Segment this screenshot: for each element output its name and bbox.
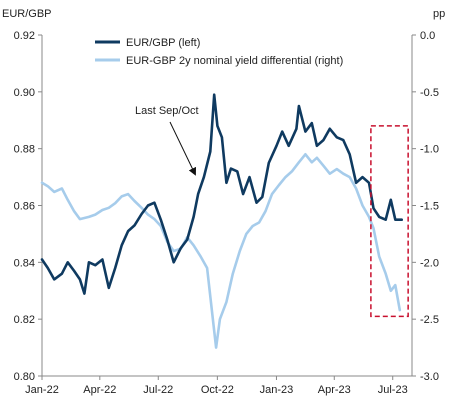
left-tick-label: 0.86 xyxy=(14,201,35,213)
annotation-label: Last Sep/Oct xyxy=(135,105,199,117)
x-tick-label: Jul-22 xyxy=(143,384,173,396)
right-tick-label: -0.5 xyxy=(420,87,439,99)
legend-label: EUR/GBP (left) xyxy=(126,37,200,49)
legend: EUR/GBP (left) EUR-GBP 2y nominal yield d… xyxy=(95,37,343,67)
x-tick-label: Oct-22 xyxy=(201,384,234,396)
left-tick-label: 0.84 xyxy=(14,257,35,269)
x-tick-label: Apr-22 xyxy=(83,384,116,396)
series-layer xyxy=(40,93,403,349)
x-tick-label: Jul-23 xyxy=(378,384,408,396)
annotation-arrow xyxy=(169,121,197,176)
right-tick-label: -1.5 xyxy=(420,201,439,213)
left-tick-label: 0.82 xyxy=(14,314,35,326)
left-tick-label: 0.90 xyxy=(14,87,35,99)
axes: 0.80 0.82 0.84 0.86 0.88 0.90 0.92 -3.0 -2.5 -2.0… xyxy=(2,8,445,396)
right-tick-label: -2.5 xyxy=(420,314,439,326)
right-axis-title: pp xyxy=(433,8,445,20)
legend-label: EUR-GBP 2y nominal yield differential (r… xyxy=(126,55,343,67)
right-tick-label: -2.0 xyxy=(420,257,439,269)
x-tick-label: Jan-23 xyxy=(260,384,294,396)
right-tick-label: -1.0 xyxy=(420,144,439,156)
left-tick-label: 0.80 xyxy=(14,371,35,383)
highlight-box xyxy=(370,125,409,318)
x-tick-label: Apr-23 xyxy=(318,384,351,396)
series-line-yield-differential xyxy=(40,153,402,349)
left-tick-label: 0.92 xyxy=(14,30,35,42)
left-tick-label: 0.88 xyxy=(14,144,35,156)
right-tick-label: -3.0 xyxy=(420,371,439,383)
left-axis-title: EUR/GBP xyxy=(2,8,52,20)
x-tick-label: Jan-22 xyxy=(25,384,59,396)
right-tick-label: 0.0 xyxy=(420,30,435,42)
series-line-eurgbp xyxy=(40,93,403,295)
annotation: Last Sep/Oct xyxy=(135,105,409,318)
